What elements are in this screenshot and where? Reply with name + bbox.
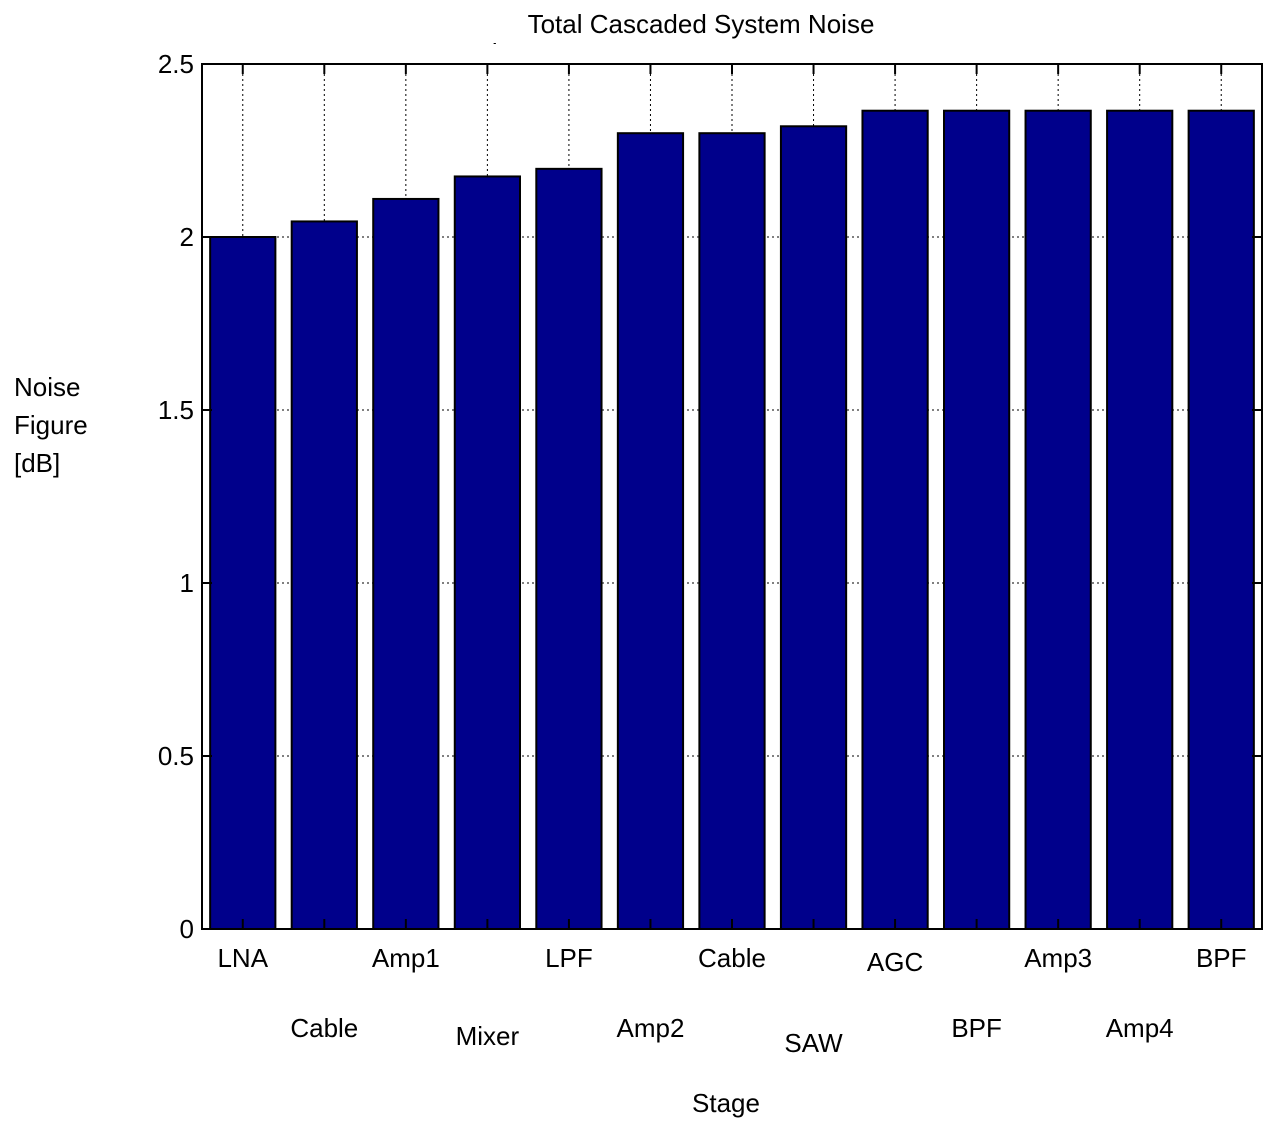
x-tick-label: BPF [951, 1013, 1002, 1043]
bar-amp2 [616, 132, 685, 930]
bar-cable [290, 220, 358, 930]
bar-cable [698, 132, 766, 930]
x-tick-label: Cable [698, 943, 766, 973]
x-tick-label: Amp3 [1024, 943, 1092, 973]
x-tick-label: SAW [784, 1028, 843, 1058]
x-tick-label: LNA [217, 943, 268, 973]
y-axis-ticks: 0 0.5 1 1.5 2 2.5 [158, 49, 1262, 944]
bar-bpf [943, 109, 1011, 930]
y-axis-label-line: Noise [14, 372, 81, 402]
x-tick-label: LPF [545, 943, 593, 973]
y-tick-label: 1.5 [158, 395, 194, 425]
y-tick-label: 2 [180, 222, 194, 252]
chart-title: Total Cascaded System Noise [528, 9, 875, 39]
x-tick-label: Cable [290, 1013, 358, 1043]
bars [209, 109, 1255, 930]
bar-saw [779, 125, 848, 930]
bar-amp4 [1106, 109, 1174, 930]
title-clip-mask [460, 44, 520, 64]
x-axis-tick-labels: LNA Cable Amp1 Mixer LPF Amp2 Cable SAW AGC BPF Am… [217, 64, 1247, 1058]
y-axis-label: Noise Figure [dB] [14, 368, 88, 482]
x-tick-label: Amp2 [617, 1013, 685, 1043]
bar-bpf [1187, 109, 1255, 930]
x-axis-label: Stage [692, 1088, 760, 1118]
x-tick-label: Amp1 [372, 943, 440, 973]
y-tick-label: 2.5 [158, 49, 194, 79]
bar-lna [209, 236, 277, 930]
y-tick-label: 0 [180, 914, 194, 944]
bar-agc [861, 109, 929, 930]
x-tick-label: AGC [867, 947, 923, 977]
bar-amp3 [1024, 109, 1092, 930]
bar-mixer [453, 175, 521, 930]
x-tick-label: BPF [1196, 943, 1247, 973]
x-tick-label: Mixer [456, 1021, 520, 1051]
y-axis-label-line: [dB] [14, 448, 61, 478]
x-tick-label: Amp4 [1106, 1013, 1174, 1043]
bar-lpf [535, 167, 603, 930]
y-tick-label: 0.5 [158, 741, 194, 771]
bar-amp1 [372, 197, 440, 930]
y-axis-label-line: Figure [14, 410, 88, 440]
y-tick-label: 1 [180, 568, 194, 598]
